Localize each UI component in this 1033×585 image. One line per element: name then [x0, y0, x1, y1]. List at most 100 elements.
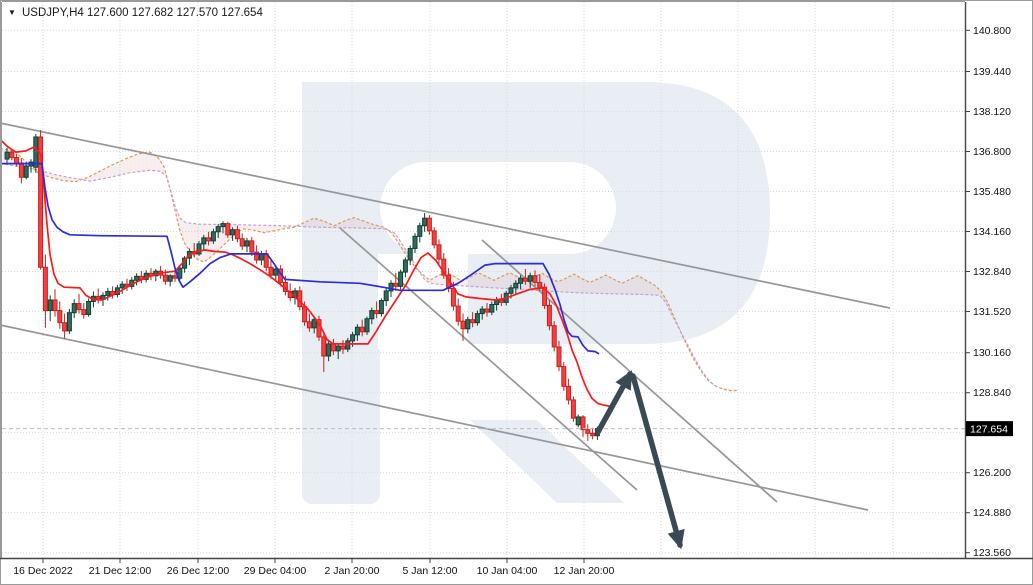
candle — [566, 378, 572, 405]
candle — [364, 316, 370, 335]
candle — [28, 159, 34, 173]
candle — [52, 289, 58, 317]
candle-body — [38, 136, 44, 268]
candle — [244, 237, 250, 253]
candle-body — [350, 334, 356, 342]
candle-body — [359, 326, 365, 333]
candle — [522, 269, 528, 285]
candle-body — [42, 266, 48, 312]
candle-body — [402, 259, 408, 273]
forecast-down-arrow[interactable] — [630, 373, 685, 550]
candle-body — [134, 275, 140, 281]
candle — [422, 213, 428, 232]
candle — [378, 298, 384, 317]
candle-body — [484, 308, 490, 313]
candle-body — [460, 320, 466, 330]
candle — [374, 301, 380, 319]
forecast-arrows-layer[interactable] — [595, 370, 685, 550]
date-tick-label: 16 Dec 2022 — [13, 565, 73, 577]
chart-title-text: USDJPY,H4 127.600 127.682 127.570 127.65… — [22, 7, 263, 19]
tenkan-sen-line — [0, 138, 613, 408]
candle-body — [570, 399, 576, 419]
candle-body — [326, 343, 332, 357]
candle-body — [105, 290, 111, 296]
candle-body — [86, 300, 92, 316]
candle-body — [412, 235, 418, 249]
candle — [326, 340, 332, 362]
candle-body — [374, 310, 380, 315]
candle-body — [66, 312, 72, 332]
price-tick-label: 135.480 — [973, 186, 1011, 198]
channel-top[interactable] — [0, 122, 891, 309]
candle-body — [498, 299, 504, 303]
candle — [518, 275, 524, 290]
candle — [489, 301, 495, 316]
candle — [417, 222, 423, 243]
candle-body — [369, 310, 375, 320]
candle-body — [234, 229, 240, 240]
candle — [66, 309, 72, 334]
candle-body — [201, 237, 207, 245]
candle-body — [518, 277, 524, 284]
candle — [561, 362, 567, 391]
symbol-dropdown-icon[interactable]: ▼ — [8, 8, 16, 17]
candle-body — [426, 217, 432, 232]
candle — [239, 233, 245, 250]
candle — [57, 301, 63, 329]
candle-body — [378, 300, 384, 315]
candle — [412, 233, 418, 254]
candle-body — [244, 240, 250, 247]
candle-body — [340, 345, 346, 350]
candle — [532, 270, 538, 287]
candle — [47, 295, 53, 322]
inner-trendline-left[interactable] — [339, 227, 638, 491]
channel-bottom[interactable] — [0, 324, 869, 511]
candle — [590, 427, 596, 440]
candle-body — [441, 258, 447, 276]
candle-body — [335, 345, 341, 352]
candle-body — [556, 346, 562, 368]
candle-body — [388, 282, 394, 292]
indicator-lines-layer — [0, 138, 613, 408]
price-tick-label: 124.880 — [973, 507, 1011, 519]
candle — [402, 257, 408, 278]
candle — [359, 319, 365, 337]
candle-body — [9, 151, 15, 159]
candle-body — [33, 136, 39, 168]
date-tick-label: 21 Dec 12:00 — [89, 565, 152, 577]
candle — [220, 221, 226, 234]
candle-body — [422, 217, 428, 227]
candle-body — [220, 223, 226, 228]
candle-body — [398, 271, 404, 287]
candle-body — [590, 432, 596, 437]
candle — [470, 312, 476, 328]
candle-body — [62, 322, 68, 332]
candle — [148, 268, 154, 281]
date-tick-label: 26 Dec 12:00 — [167, 565, 230, 577]
candle-body — [230, 229, 236, 236]
price-tick-label: 140.800 — [973, 25, 1011, 37]
candle-body — [76, 303, 82, 311]
candle — [119, 281, 125, 294]
candle-body — [57, 310, 63, 324]
candle — [335, 342, 341, 360]
candle-body — [330, 343, 336, 352]
price-tag-label: 127.654 — [970, 423, 1008, 435]
date-tick-label: 10 Jan 04:00 — [477, 565, 538, 577]
forecast-up-arrow[interactable] — [595, 370, 633, 435]
candle — [354, 324, 360, 341]
candle-body — [302, 306, 308, 323]
candle — [340, 339, 346, 354]
date-tick-label: 2 Jan 20:00 — [325, 565, 380, 577]
candle-body — [210, 231, 216, 242]
candle-body — [196, 243, 202, 255]
candle-body — [532, 275, 538, 283]
candle — [479, 306, 485, 320]
candle — [258, 250, 264, 266]
candle-body — [225, 223, 231, 236]
candle-body — [18, 162, 24, 178]
candle-body — [162, 274, 168, 282]
candle-body — [561, 366, 567, 387]
